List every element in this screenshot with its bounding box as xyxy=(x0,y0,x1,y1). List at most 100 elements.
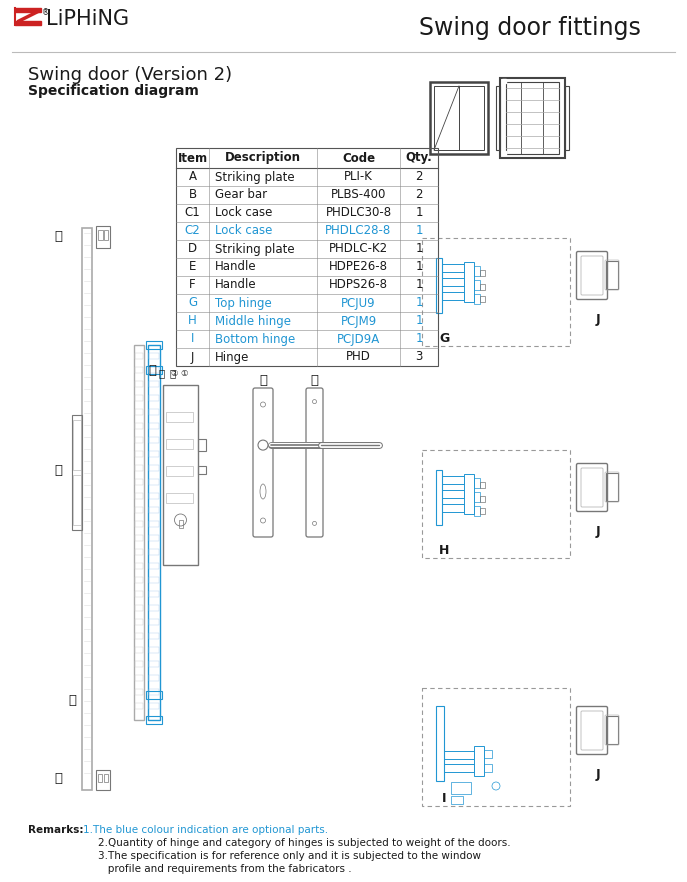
Text: Swing door (Version 2): Swing door (Version 2) xyxy=(28,66,232,84)
Text: PLBS-400: PLBS-400 xyxy=(331,189,386,201)
Bar xyxy=(149,367,159,373)
Bar xyxy=(149,423,159,429)
Bar xyxy=(484,764,492,772)
Bar xyxy=(474,266,480,276)
Text: PLI-K: PLI-K xyxy=(344,170,373,183)
Text: H: H xyxy=(439,543,449,557)
Bar xyxy=(73,420,81,470)
Bar xyxy=(149,507,159,513)
Bar xyxy=(464,262,474,302)
Text: F: F xyxy=(189,279,196,291)
Bar xyxy=(422,238,570,346)
Bar xyxy=(474,478,480,488)
Text: 1: 1 xyxy=(415,206,423,220)
Text: Specification diagram: Specification diagram xyxy=(28,84,199,98)
Bar xyxy=(135,367,143,373)
Bar xyxy=(135,605,143,611)
Text: 3: 3 xyxy=(416,350,423,363)
Text: PCJM9: PCJM9 xyxy=(340,315,376,327)
Bar xyxy=(135,591,143,597)
Text: ®: ® xyxy=(42,8,49,17)
Text: 1: 1 xyxy=(415,296,423,310)
Bar xyxy=(72,415,82,530)
Bar xyxy=(436,470,442,525)
Text: I: I xyxy=(442,791,447,804)
Text: 1: 1 xyxy=(415,315,423,327)
Bar xyxy=(451,796,463,804)
Bar xyxy=(149,465,159,471)
Bar xyxy=(149,353,159,359)
Bar xyxy=(422,450,570,558)
Text: G: G xyxy=(188,296,197,310)
Bar xyxy=(135,493,143,499)
Text: Ⓐ: Ⓐ xyxy=(54,772,62,784)
Bar xyxy=(73,475,81,525)
Text: ②: ② xyxy=(170,369,177,377)
Text: PCJU9: PCJU9 xyxy=(341,296,376,310)
Bar xyxy=(15,8,41,12)
Text: ①: ① xyxy=(181,369,188,377)
Text: 1: 1 xyxy=(415,333,423,346)
Bar xyxy=(146,366,162,374)
Text: LiPHiNG: LiPHiNG xyxy=(46,9,129,29)
Bar xyxy=(135,549,143,555)
Bar xyxy=(480,270,485,276)
Bar xyxy=(166,466,193,476)
Bar xyxy=(502,79,506,83)
Bar xyxy=(149,675,159,681)
Bar xyxy=(442,504,464,512)
Text: Description: Description xyxy=(225,152,301,165)
Bar xyxy=(98,230,103,240)
Bar xyxy=(166,493,193,503)
Text: 1: 1 xyxy=(415,243,423,256)
Bar xyxy=(500,78,565,158)
Text: 1: 1 xyxy=(415,225,423,237)
Text: PCJD9A: PCJD9A xyxy=(337,333,380,346)
Bar xyxy=(135,353,143,359)
Bar xyxy=(98,774,102,782)
Bar xyxy=(135,409,143,415)
Text: 1.The blue colour indication are optional parts.: 1.The blue colour indication are optiona… xyxy=(83,825,328,835)
Bar xyxy=(442,278,464,286)
Bar xyxy=(135,535,143,541)
Text: Handle: Handle xyxy=(215,279,257,291)
Bar xyxy=(134,345,144,720)
Bar xyxy=(149,703,159,709)
Text: Ⓒ: Ⓒ xyxy=(159,368,165,378)
Text: Striking plate: Striking plate xyxy=(215,243,295,256)
Text: D: D xyxy=(188,243,197,256)
Bar xyxy=(474,492,480,502)
Bar xyxy=(451,782,471,794)
Bar xyxy=(484,750,492,758)
Bar xyxy=(149,521,159,527)
Bar xyxy=(474,280,480,290)
Bar xyxy=(82,228,92,790)
Text: C1: C1 xyxy=(185,206,201,220)
Bar xyxy=(464,474,474,514)
Text: Ⓒ: Ⓒ xyxy=(170,368,176,378)
Bar xyxy=(179,520,183,528)
Text: 1: 1 xyxy=(415,260,423,273)
Bar xyxy=(166,439,193,449)
Bar xyxy=(480,496,485,502)
Bar xyxy=(436,258,442,313)
Bar xyxy=(135,437,143,443)
Text: H: H xyxy=(188,315,197,327)
Bar xyxy=(163,385,198,565)
Bar xyxy=(442,264,464,272)
Bar xyxy=(149,605,159,611)
Text: J: J xyxy=(596,768,600,781)
Text: Code: Code xyxy=(342,152,375,165)
Bar xyxy=(442,292,464,300)
Text: PHDLC28-8: PHDLC28-8 xyxy=(326,225,392,237)
Bar xyxy=(104,774,108,782)
Bar xyxy=(606,716,618,744)
Text: HDPE26-8: HDPE26-8 xyxy=(329,260,388,273)
Bar xyxy=(442,476,464,484)
Bar xyxy=(149,437,159,443)
Bar xyxy=(149,563,159,569)
Bar xyxy=(606,261,618,289)
Bar xyxy=(135,675,143,681)
Bar xyxy=(149,493,159,499)
Text: 2.Quantity of hinge and category of hinges is subjected to weight of the doors.: 2.Quantity of hinge and category of hing… xyxy=(98,838,510,848)
